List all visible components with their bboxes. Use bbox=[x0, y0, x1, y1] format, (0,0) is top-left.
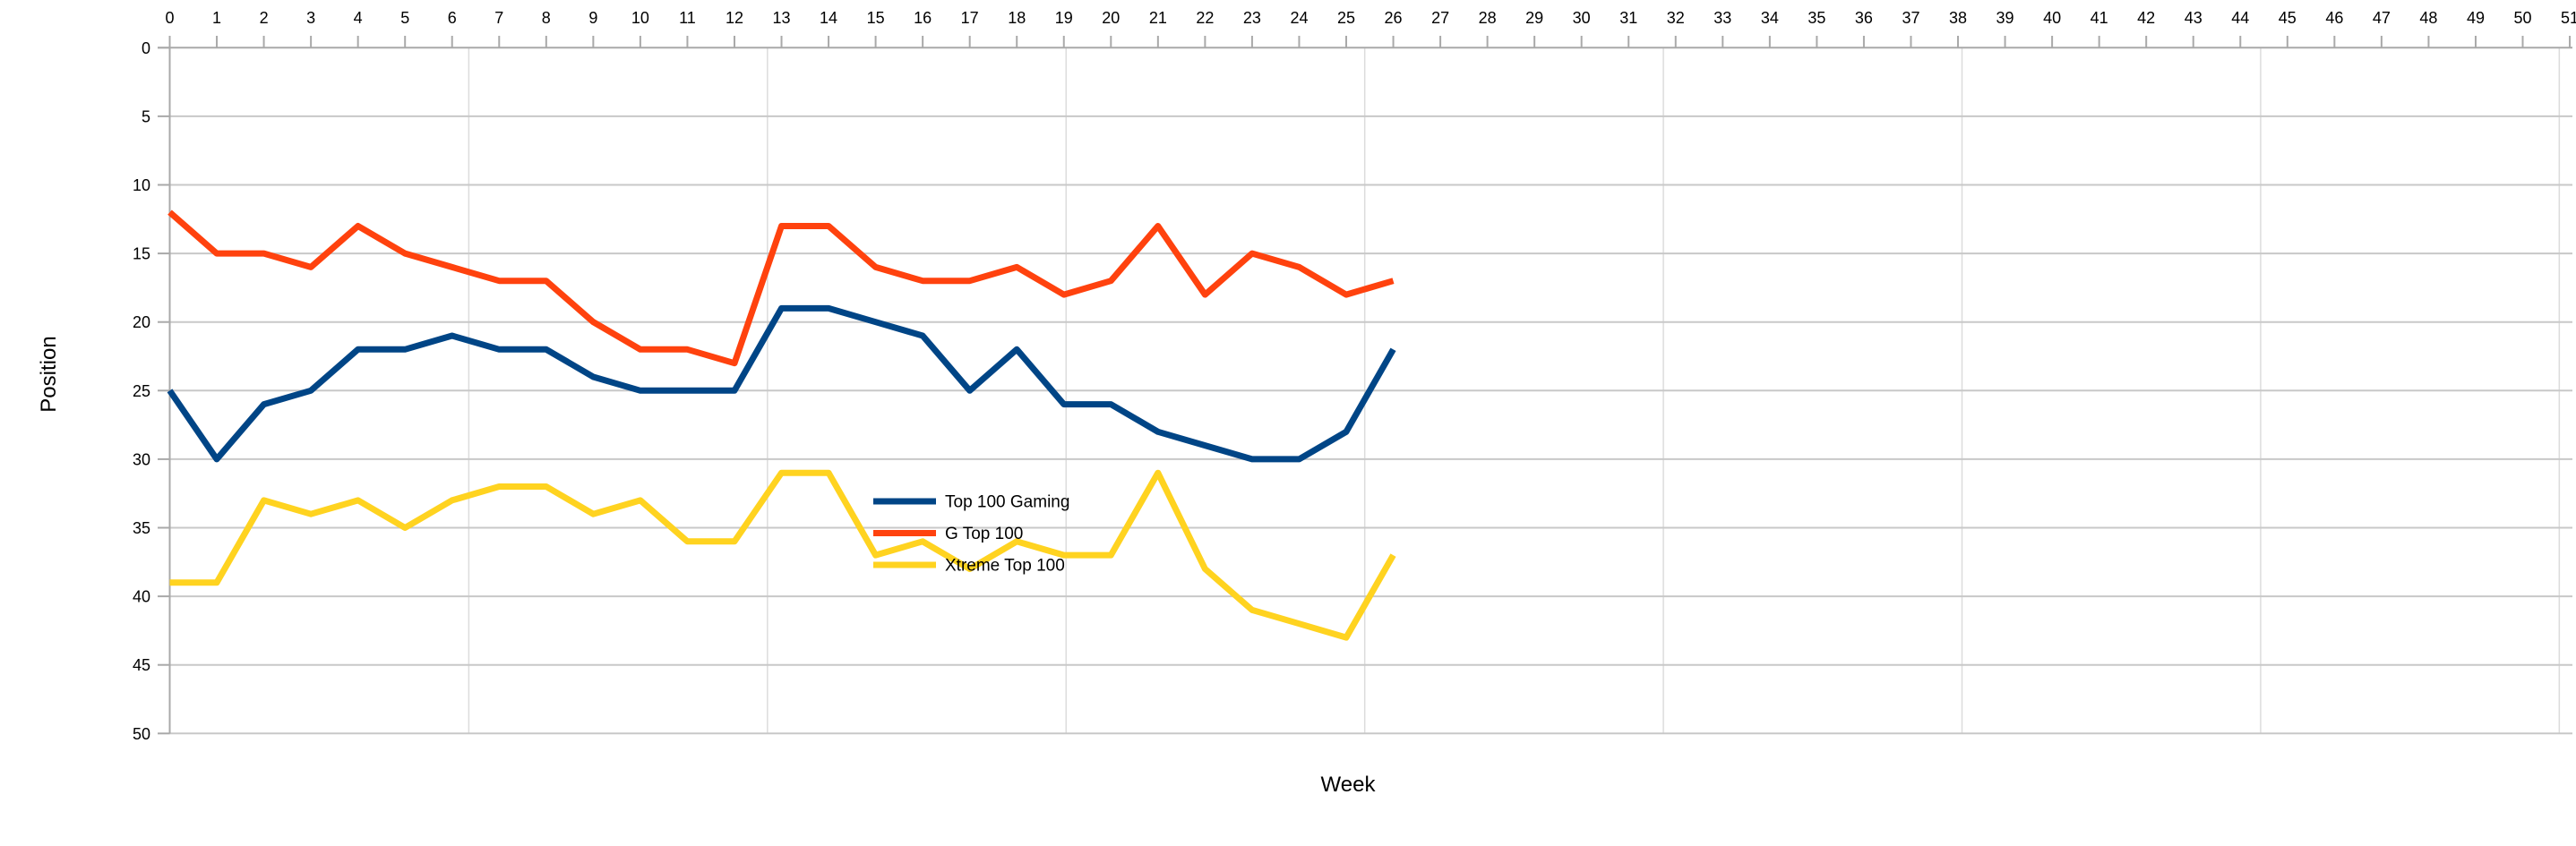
y-gridlines bbox=[169, 115, 2572, 735]
x-tick-label: 21 bbox=[1149, 9, 1167, 27]
x-tick-label: 17 bbox=[961, 9, 979, 27]
series-lines bbox=[167, 209, 1396, 641]
legend-label-xtreme-top-100: Xtreme Top 100 bbox=[945, 557, 1065, 576]
x-tick-label: 39 bbox=[1996, 9, 2014, 27]
x-tick-label: 41 bbox=[2091, 9, 2108, 27]
x-tick-label: 38 bbox=[1949, 9, 1967, 27]
x-tick-label: 31 bbox=[1619, 9, 1637, 27]
x-tick-label: 11 bbox=[679, 9, 696, 27]
x-tick-label: 9 bbox=[588, 9, 597, 27]
x-tick-label: 34 bbox=[1761, 9, 1779, 27]
x-tick-label: 42 bbox=[2137, 9, 2155, 27]
x-tick-label: 3 bbox=[306, 9, 315, 27]
y-tick-label: 45 bbox=[133, 656, 150, 674]
x-tick-label: 14 bbox=[820, 9, 837, 27]
x-tick-label: 28 bbox=[1479, 9, 1497, 27]
x-tick-label: 49 bbox=[2467, 9, 2485, 27]
y-tick-label: 30 bbox=[133, 450, 150, 468]
x-tick-label: 23 bbox=[1243, 9, 1261, 27]
y-tick-label: 5 bbox=[142, 107, 150, 125]
series-line-top-100-gaming bbox=[167, 304, 1396, 463]
x-tick-label: 45 bbox=[2279, 9, 2297, 27]
y-tick-label: 20 bbox=[133, 313, 150, 331]
x-tick-label: 5 bbox=[400, 9, 409, 27]
x-tick-label: 15 bbox=[867, 9, 885, 27]
y-tick-label: 50 bbox=[133, 725, 150, 743]
x-tick-label: 22 bbox=[1196, 9, 1214, 27]
series-line-g-top-100 bbox=[167, 209, 1395, 367]
x-tick-label: 51 bbox=[2561, 9, 2576, 27]
y-tick-label: 35 bbox=[133, 519, 150, 537]
x-tick-label: 13 bbox=[773, 9, 791, 27]
x-tick-label: 12 bbox=[726, 9, 743, 27]
x-tick-label: 32 bbox=[1667, 9, 1685, 27]
legend: Top 100 Gaming G Top 100 Xtreme Top 100 bbox=[873, 493, 1069, 576]
y-tick-label: 40 bbox=[133, 588, 150, 606]
x-tick-label: 24 bbox=[1290, 9, 1308, 27]
x-tick-label: 1 bbox=[212, 9, 221, 27]
x-tick-label: 16 bbox=[914, 9, 932, 27]
x-axis: 0 1 2 3 4 5 6 7 8 9 10 11 12 13 14 15 16 17 18 19 20 21 22 23 24… bbox=[158, 9, 2576, 49]
x-tick-label: 2 bbox=[260, 9, 269, 27]
x-tick-label: 44 bbox=[2231, 9, 2249, 27]
y-tick-label: 10 bbox=[133, 176, 150, 194]
y-tick-label: 15 bbox=[133, 245, 150, 263]
x-tick-label: 26 bbox=[1385, 9, 1403, 27]
x-tick-label: 4 bbox=[354, 9, 363, 27]
legend-label-g-top-100: G Top 100 bbox=[945, 525, 1023, 543]
x-tick-label: 35 bbox=[1807, 9, 1825, 27]
x-tick-label: 18 bbox=[1008, 9, 1026, 27]
x-tick-label: 33 bbox=[1713, 9, 1731, 27]
x-tick-label: 50 bbox=[2513, 9, 2531, 27]
x-tick-label: 6 bbox=[448, 9, 457, 27]
y-tick-label: 0 bbox=[142, 39, 150, 57]
x-tick-label: 8 bbox=[542, 9, 551, 27]
x-tick-label: 29 bbox=[1525, 9, 1543, 27]
y-axis-title: Position bbox=[37, 336, 61, 412]
x-tick-label: 43 bbox=[2185, 9, 2202, 27]
x-tick-label: 27 bbox=[1431, 9, 1449, 27]
x-tick-label: 7 bbox=[494, 9, 503, 27]
x-tick-label: 47 bbox=[2373, 9, 2391, 27]
y-axis: 0 5 10 15 20 25 30 35 40 45 50 bbox=[133, 36, 171, 743]
y-tick-label: 25 bbox=[133, 382, 150, 400]
x-tick-label: 40 bbox=[2043, 9, 2061, 27]
x-tick-label: 10 bbox=[631, 9, 649, 27]
x-axis-title: Week bbox=[1321, 773, 1377, 797]
series-line-xtreme-top-100 bbox=[169, 469, 1396, 641]
x-tick-label: 25 bbox=[1337, 9, 1355, 27]
legend-label-top-100-gaming: Top 100 Gaming bbox=[945, 493, 1069, 512]
x-tick-label: 37 bbox=[1902, 9, 1919, 27]
legend-item-top-100-gaming: Top 100 Gaming bbox=[873, 493, 1069, 512]
x-tick-label: 36 bbox=[1855, 9, 1873, 27]
legend-item-xtreme-top-100: Xtreme Top 100 bbox=[873, 557, 1065, 576]
x-tick-label: 0 bbox=[165, 9, 174, 27]
x-tick-label: 19 bbox=[1055, 9, 1073, 27]
x-tick-label: 48 bbox=[2419, 9, 2437, 27]
x-tick-label: 46 bbox=[2325, 9, 2343, 27]
legend-item-g-top-100: G Top 100 bbox=[873, 525, 1023, 543]
x-tick-label: 30 bbox=[1573, 9, 1591, 27]
x-tick-label: 20 bbox=[1102, 9, 1120, 27]
